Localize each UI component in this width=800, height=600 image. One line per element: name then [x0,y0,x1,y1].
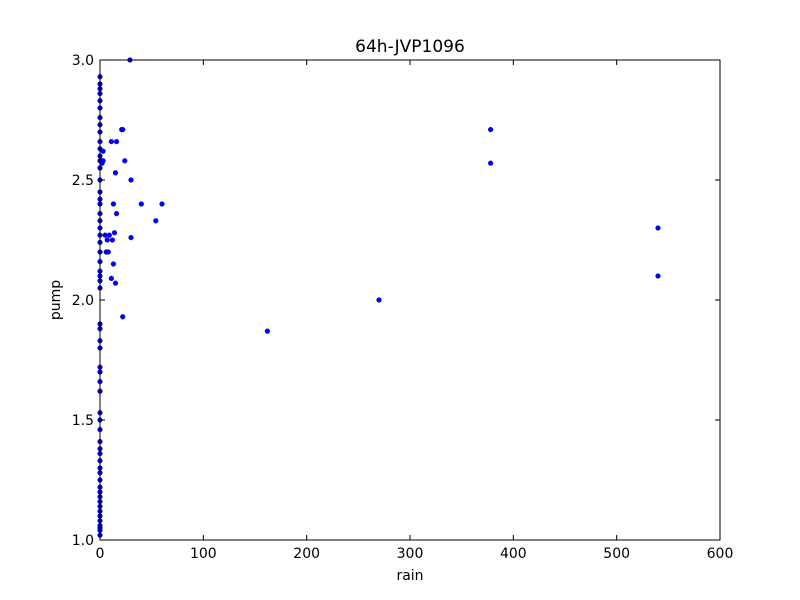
data-point [100,148,106,154]
data-point [138,201,144,207]
data-point [108,275,114,282]
data-point [488,127,494,133]
data-point [655,225,661,231]
data-point [128,235,134,241]
y-tick-label: 1.0 [72,533,94,549]
data-point [111,230,118,236]
data-point [128,177,134,183]
y-tick-label: 3.0 [72,53,94,69]
data-point [264,328,271,334]
x-tick-label: 200 [293,546,320,562]
x-tick-label: 400 [500,546,527,562]
x-tick-label: 0 [96,546,105,562]
data-point [113,139,120,145]
data-point [110,261,117,267]
y-tick-label: 1.5 [72,413,94,429]
data-point [488,160,494,166]
data-point [110,201,117,207]
data-point [153,218,159,224]
y-tick-label: 2.5 [72,173,94,189]
data-point [108,139,114,145]
data-point [113,211,120,217]
data-point [159,201,165,207]
x-axis-label: rain [396,568,423,584]
chart-title: 64h-JVP1096 [355,37,465,57]
data-point [122,158,128,164]
data-point [655,273,661,279]
data-point [376,297,382,303]
data-point [105,249,111,255]
data-point [109,237,116,243]
data-point [112,280,119,286]
data-point [104,237,110,243]
data-point [106,232,112,238]
data-point [120,127,126,133]
data-point [100,158,106,164]
data-point [120,314,126,320]
y-axis-label: pump [48,280,64,320]
y-tick-label: 2.0 [72,293,94,309]
axis-ticks: 0 100 200 300 400 500 600 1.0 1.5 2.0 2.5 3.0 [72,53,734,562]
plot-frame [99,59,721,541]
x-tick-label: 500 [603,546,630,562]
x-tick-label: 300 [397,546,424,562]
data-point [112,170,119,176]
x-tick-label: 100 [190,546,217,562]
x-tick-label: 600 [707,546,734,562]
